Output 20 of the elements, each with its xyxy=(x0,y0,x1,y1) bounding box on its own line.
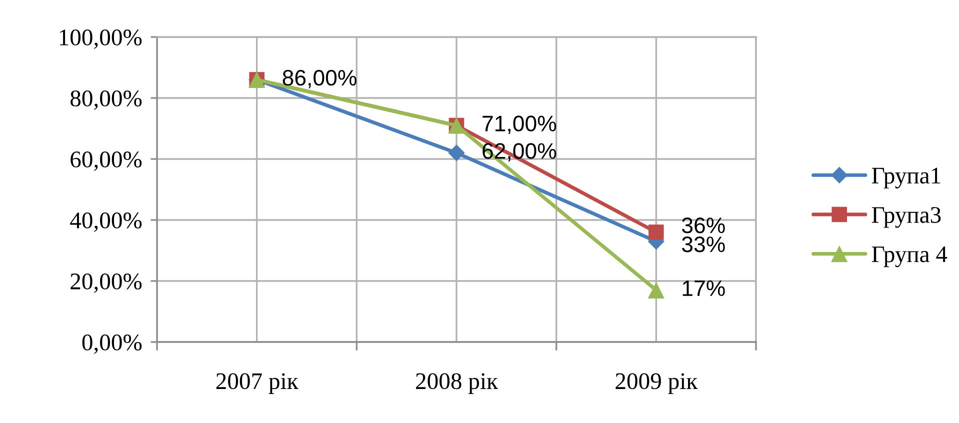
data-label: 36% xyxy=(682,218,725,234)
y-tick-label: 80,00% xyxy=(70,90,142,110)
x-tick-label: 2008 рік xyxy=(416,373,498,394)
legend-label: Група 4 xyxy=(872,246,948,268)
data-label: 33% xyxy=(682,236,725,252)
point xyxy=(648,282,664,298)
x-tick-label: 2007 рік xyxy=(216,373,298,394)
y-tick-label: 20,00% xyxy=(70,273,142,293)
x-tick-label: 2009 рік xyxy=(616,373,698,394)
y-tick-label: 0,00% xyxy=(82,334,142,354)
y-tick-label: 40,00% xyxy=(70,212,142,232)
y-tick-label: 60,00% xyxy=(70,151,142,171)
legend-label: Група1 xyxy=(872,168,940,188)
data-label: 17% xyxy=(682,280,725,296)
data-label: 71,00% xyxy=(482,116,556,134)
data-label: 86,00% xyxy=(282,70,356,88)
point xyxy=(448,144,465,162)
legend-label: Група3 xyxy=(872,207,941,228)
point xyxy=(648,224,664,240)
y-tick-label: 100,00% xyxy=(60,29,142,49)
